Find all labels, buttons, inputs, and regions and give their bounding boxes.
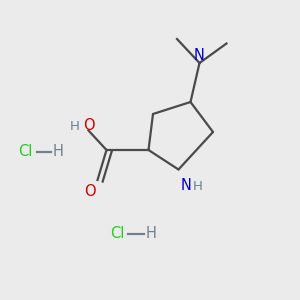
Text: N: N: [194, 48, 205, 63]
Text: H: H: [70, 119, 80, 133]
Text: O: O: [83, 118, 94, 134]
Text: Cl: Cl: [110, 226, 124, 242]
Text: H: H: [146, 226, 157, 242]
Text: N: N: [181, 178, 191, 194]
Text: H: H: [193, 179, 203, 193]
Text: H: H: [53, 144, 64, 159]
Text: O: O: [84, 184, 96, 200]
Text: Cl: Cl: [18, 144, 33, 159]
